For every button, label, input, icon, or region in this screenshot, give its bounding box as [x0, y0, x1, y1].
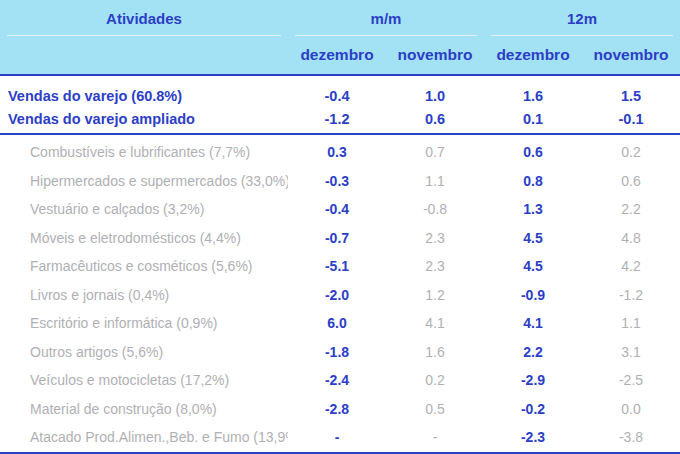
- subheader-spacer: [0, 36, 288, 74]
- row-label: Combustíveis e lubrificantes (7,7%): [0, 144, 288, 160]
- value-dezembro: -2.9: [484, 372, 582, 388]
- row-label: Hipermercados e supermercados (33,0%): [0, 173, 288, 189]
- table-body: Vendas do varejo (60.8%)-0.41.01.61.5Ven…: [0, 76, 680, 454]
- row-label: Vendas do varejo ampliado: [0, 111, 288, 127]
- value-novembro: -0.1: [582, 111, 680, 127]
- table-row: Vendas do varejo ampliado-1.20.60.1-0.1: [0, 107, 680, 130]
- value-dezembro: 1.3: [484, 201, 582, 217]
- value-novembro: -1.2: [582, 287, 680, 303]
- value-novembro: 1.6: [386, 344, 484, 360]
- value-novembro: -0.8: [386, 201, 484, 217]
- row-label: Farmacêuticos e cosméticos (5,6%): [0, 258, 288, 274]
- table-row: Combustíveis e lubrificantes (7,7%)0.30.…: [0, 138, 680, 167]
- value-dezembro: -: [288, 429, 386, 445]
- table-header: Atividades m/m 12m dezembronovembrodezem…: [0, 0, 680, 76]
- value-novembro: 0.5: [386, 401, 484, 417]
- subcolumn-header-novembro: novembro: [582, 36, 680, 74]
- value-novembro: 4.1: [386, 315, 484, 331]
- table-row: Outros artigos (5,6%)-1.81.62.23.1: [0, 338, 680, 367]
- table-row: Hipermercados e supermercados (33,0%)-0.…: [0, 167, 680, 196]
- subcolumn-header-dezembro: dezembro: [288, 36, 386, 74]
- row-label: Vestuário e calçados (3,2%): [0, 201, 288, 217]
- value-dezembro: 0.1: [484, 111, 582, 127]
- column-group-row: Atividades m/m 12m: [0, 0, 680, 36]
- subcolumn-header-dezembro: dezembro: [484, 36, 582, 74]
- value-dezembro: 0.8: [484, 173, 582, 189]
- column-header-activities: Atividades: [0, 0, 288, 36]
- summary-section: Vendas do varejo (60.8%)-0.41.01.61.5Ven…: [0, 84, 680, 130]
- table-row: Veículos e motocicletas (17,2%)-2.40.2-2…: [0, 366, 680, 395]
- table-row: Móveis e eletrodomésticos (4,4%)-0.72.34…: [0, 224, 680, 253]
- value-dezembro: 1.6: [484, 88, 582, 104]
- value-dezembro: -0.9: [484, 287, 582, 303]
- value-novembro: 1.2: [386, 287, 484, 303]
- value-novembro: 2.2: [582, 201, 680, 217]
- column-group-12m: 12m: [484, 0, 680, 36]
- retail-sales-table: Atividades m/m 12m dezembronovembrodezem…: [0, 0, 680, 454]
- value-dezembro: -2.3: [484, 429, 582, 445]
- row-label: Veículos e motocicletas (17,2%): [0, 372, 288, 388]
- value-novembro: 1.0: [386, 88, 484, 104]
- value-dezembro: 6.0: [288, 315, 386, 331]
- value-dezembro: -5.1: [288, 258, 386, 274]
- value-dezembro: 0.3: [288, 144, 386, 160]
- value-novembro: 1.1: [582, 315, 680, 331]
- detail-section: Combustíveis e lubrificantes (7,7%)0.30.…: [0, 135, 680, 452]
- value-dezembro: 4.5: [484, 258, 582, 274]
- subcolumn-row: dezembronovembrodezembronovembro: [0, 36, 680, 74]
- value-dezembro: 2.2: [484, 344, 582, 360]
- row-label: Atacado Prod.Alimen.,Beb. e Fumo (13,9%): [0, 429, 288, 445]
- value-dezembro: -1.2: [288, 111, 386, 127]
- value-dezembro: -1.8: [288, 344, 386, 360]
- value-novembro: 4.2: [582, 258, 680, 274]
- value-novembro: -: [386, 429, 484, 445]
- value-novembro: 0.6: [386, 111, 484, 127]
- value-dezembro: -0.4: [288, 88, 386, 104]
- value-dezembro: -0.4: [288, 201, 386, 217]
- value-dezembro: -0.3: [288, 173, 386, 189]
- value-novembro: 0.0: [582, 401, 680, 417]
- value-novembro: 3.1: [582, 344, 680, 360]
- row-label: Material de construção (8,0%): [0, 401, 288, 417]
- row-label: Outros artigos (5,6%): [0, 344, 288, 360]
- table-row: Vendas do varejo (60.8%)-0.41.01.61.5: [0, 84, 680, 107]
- table-row: Vestuário e calçados (3,2%)-0.4-0.81.32.…: [0, 195, 680, 224]
- value-novembro: 4.8: [582, 230, 680, 246]
- value-novembro: 1.5: [582, 88, 680, 104]
- value-dezembro: -2.4: [288, 372, 386, 388]
- subcolumn-header-novembro: novembro: [386, 36, 484, 74]
- value-dezembro: -2.8: [288, 401, 386, 417]
- value-novembro: 2.3: [386, 258, 484, 274]
- value-novembro: 0.6: [582, 173, 680, 189]
- value-dezembro: -0.7: [288, 230, 386, 246]
- value-novembro: 0.7: [386, 144, 484, 160]
- value-novembro: 1.1: [386, 173, 484, 189]
- table-row: Livros e jornais (0,4%)-2.01.2-0.9-1.2: [0, 281, 680, 310]
- row-label: Vendas do varejo (60.8%): [0, 88, 288, 104]
- table-row: Material de construção (8,0%)-2.80.5-0.2…: [0, 395, 680, 424]
- value-dezembro: 4.1: [484, 315, 582, 331]
- value-dezembro: 4.5: [484, 230, 582, 246]
- value-novembro: 0.2: [582, 144, 680, 160]
- value-novembro: 0.2: [386, 372, 484, 388]
- value-dezembro: 0.6: [484, 144, 582, 160]
- table-row: Escritório e informática (0,9%)6.04.14.1…: [0, 309, 680, 338]
- value-novembro: -2.5: [582, 372, 680, 388]
- row-label: Móveis e eletrodomésticos (4,4%): [0, 230, 288, 246]
- value-dezembro: -2.0: [288, 287, 386, 303]
- value-novembro: 2.3: [386, 230, 484, 246]
- table-row: Atacado Prod.Alimen.,Beb. e Fumo (13,9%)…: [0, 423, 680, 452]
- row-label: Escritório e informática (0,9%): [0, 315, 288, 331]
- value-dezembro: -0.2: [484, 401, 582, 417]
- row-label: Livros e jornais (0,4%): [0, 287, 288, 303]
- table-row: Farmacêuticos e cosméticos (5,6%)-5.12.3…: [0, 252, 680, 281]
- value-novembro: -3.8: [582, 429, 680, 445]
- column-group-mm: m/m: [288, 0, 484, 36]
